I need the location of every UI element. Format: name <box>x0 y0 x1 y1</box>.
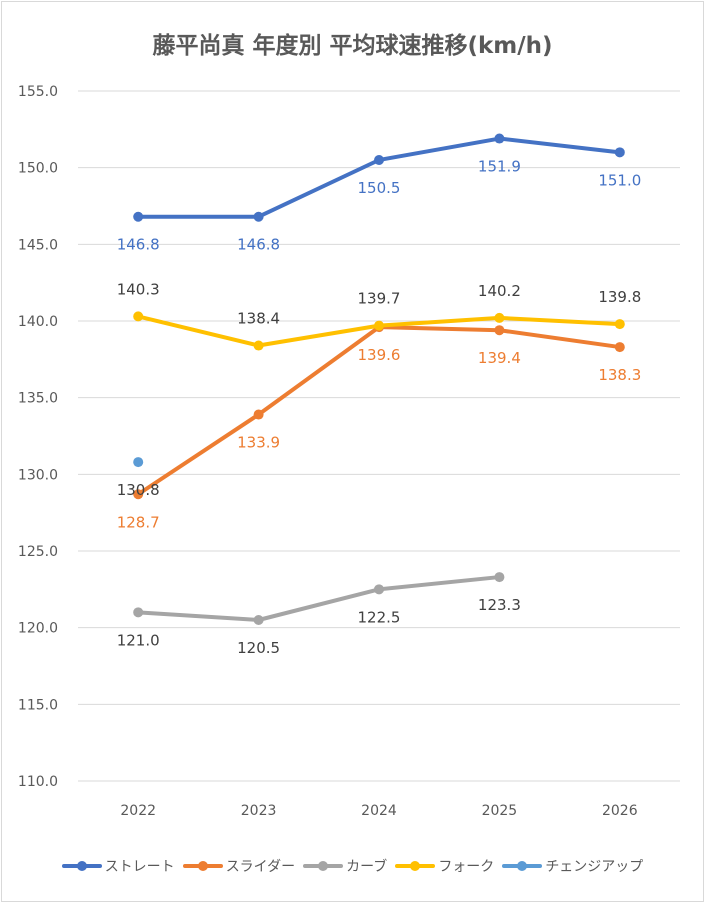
x-tick-label: 2025 <box>482 803 518 819</box>
data-label: 140.3 <box>117 280 160 298</box>
data-label: 128.7 <box>117 513 160 531</box>
y-tick-label: 135.0 <box>18 391 58 407</box>
series-line <box>136 136 622 219</box>
legend-swatch-icon <box>61 861 102 871</box>
legend-item[interactable]: スライダー <box>182 856 296 876</box>
chart-title: 藤平尚真 年度別 平均球速推移(km/h) <box>152 33 553 59</box>
legend-item[interactable]: チェンジアップ <box>502 856 643 876</box>
data-point <box>133 457 144 468</box>
y-tick-label: 140.0 <box>18 314 58 330</box>
data-point <box>494 572 505 583</box>
legend-swatch-icon <box>395 861 436 871</box>
y-tick-label: 130.0 <box>18 467 58 483</box>
x-tick-label: 2023 <box>241 803 277 819</box>
y-tick-label: 120.0 <box>18 621 58 637</box>
data-point <box>494 325 505 336</box>
data-point <box>374 320 384 331</box>
legend-item[interactable]: ストレート <box>61 856 175 876</box>
y-tick-label: 145.0 <box>18 237 58 253</box>
legend-swatch-icon <box>303 861 344 871</box>
data-point <box>614 342 625 353</box>
data-point <box>133 311 144 322</box>
data-point <box>133 489 144 500</box>
y-tick-label: 115.0 <box>18 697 58 713</box>
legend-swatch-icon <box>502 861 543 871</box>
legend-item[interactable]: フォーク <box>395 856 494 876</box>
data-point <box>253 340 264 351</box>
legend-label: カーブ <box>346 859 388 875</box>
data-point <box>253 615 264 625</box>
data-label: 123.3 <box>478 596 521 614</box>
legend-label: チェンジアップ <box>545 859 644 875</box>
y-tick-label: 150.0 <box>18 161 58 177</box>
data-point <box>133 607 144 618</box>
data-label: 146.8 <box>117 236 160 254</box>
data-label: 130.8 <box>117 481 160 499</box>
y-tick-label: 125.0 <box>18 544 58 560</box>
data-point <box>494 312 505 323</box>
data-label: 151.0 <box>598 171 641 189</box>
data-label: 140.2 <box>478 282 521 300</box>
data-label: 138.3 <box>598 366 641 384</box>
data-label: 139.7 <box>358 290 401 308</box>
data-label: 139.6 <box>358 346 401 364</box>
data-point <box>494 133 505 144</box>
data-point <box>374 155 384 165</box>
series-line <box>136 575 502 622</box>
data-label: 150.5 <box>358 179 401 197</box>
legend: ストレート スライダー カーブ フォーク チェンジアップ <box>0 856 705 876</box>
data-point <box>614 319 625 330</box>
data-point <box>253 211 264 222</box>
y-tick-label: 155.0 <box>18 84 58 100</box>
data-label: 139.8 <box>598 288 641 306</box>
data-label: 122.5 <box>358 608 401 626</box>
data-label: 146.8 <box>237 236 280 254</box>
legend-item[interactable]: カーブ <box>303 856 387 876</box>
x-tick-label: 2022 <box>120 803 156 819</box>
data-point <box>253 409 264 420</box>
data-label: 139.4 <box>478 349 521 367</box>
legend-label: フォーク <box>438 859 495 875</box>
data-point <box>614 147 625 158</box>
legend-swatch-icon <box>182 861 223 871</box>
y-tick-label: 110.0 <box>18 774 58 790</box>
legend-label: ストレート <box>104 859 175 875</box>
data-point <box>374 584 384 595</box>
data-label: 120.5 <box>237 639 280 657</box>
x-tick-label: 2024 <box>361 803 397 819</box>
data-label: 151.9 <box>478 158 521 176</box>
data-label: 121.0 <box>117 631 160 649</box>
data-point <box>133 211 144 222</box>
x-tick-label: 2026 <box>602 803 638 819</box>
legend-label: スライダー <box>225 859 296 875</box>
data-label: 138.4 <box>237 310 280 328</box>
data-label: 133.9 <box>237 434 280 452</box>
